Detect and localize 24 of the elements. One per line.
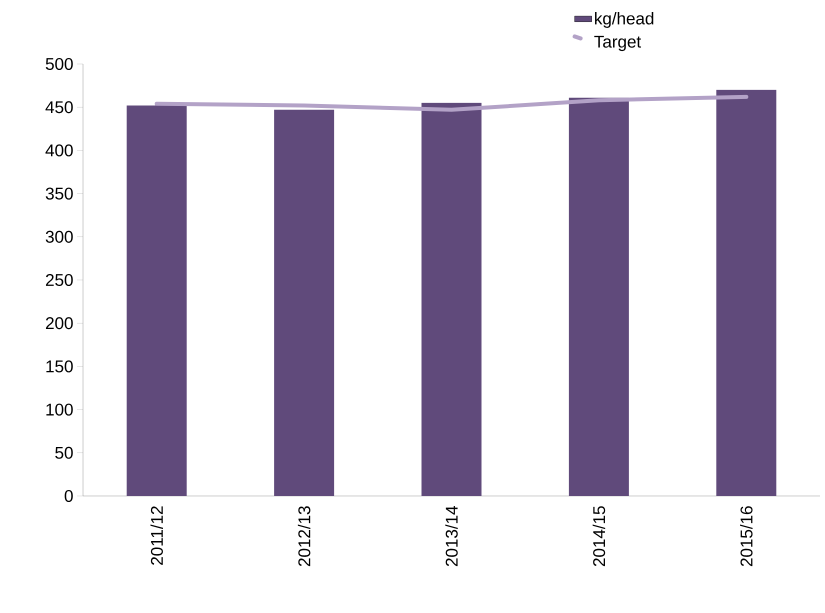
y-tick-label: 500: [46, 58, 73, 70]
x-tick-label: 2011/12: [150, 506, 163, 565]
y-tick-label: 100: [46, 404, 73, 416]
y-tick-label: 0: [64, 490, 73, 502]
bar: [274, 110, 334, 496]
y-tick-label: 450: [46, 101, 73, 114]
x-tick-label: 2012/13: [298, 506, 310, 566]
y-tick-label: 50: [55, 446, 73, 459]
y-tick-label: 350: [46, 188, 73, 200]
bar: [568, 98, 629, 496]
x-tick-label: 2014/15: [592, 506, 606, 566]
x-tick-label: 2013/14: [445, 506, 458, 566]
y-tick-label: 400: [46, 144, 73, 156]
x-tick-label: 2015/16: [740, 506, 753, 566]
y-tick-label: 150: [46, 360, 73, 372]
bar: [126, 105, 187, 496]
y-tick-label: 250: [46, 274, 73, 286]
bar: [716, 90, 776, 496]
y-tick-label: 200: [46, 317, 73, 330]
y-tick-label: 300: [46, 230, 73, 243]
line-series: [154, 94, 748, 112]
legend-label: kg/head: [595, 12, 654, 28]
bar: [422, 102, 482, 496]
legend-label: Target: [594, 36, 642, 52]
